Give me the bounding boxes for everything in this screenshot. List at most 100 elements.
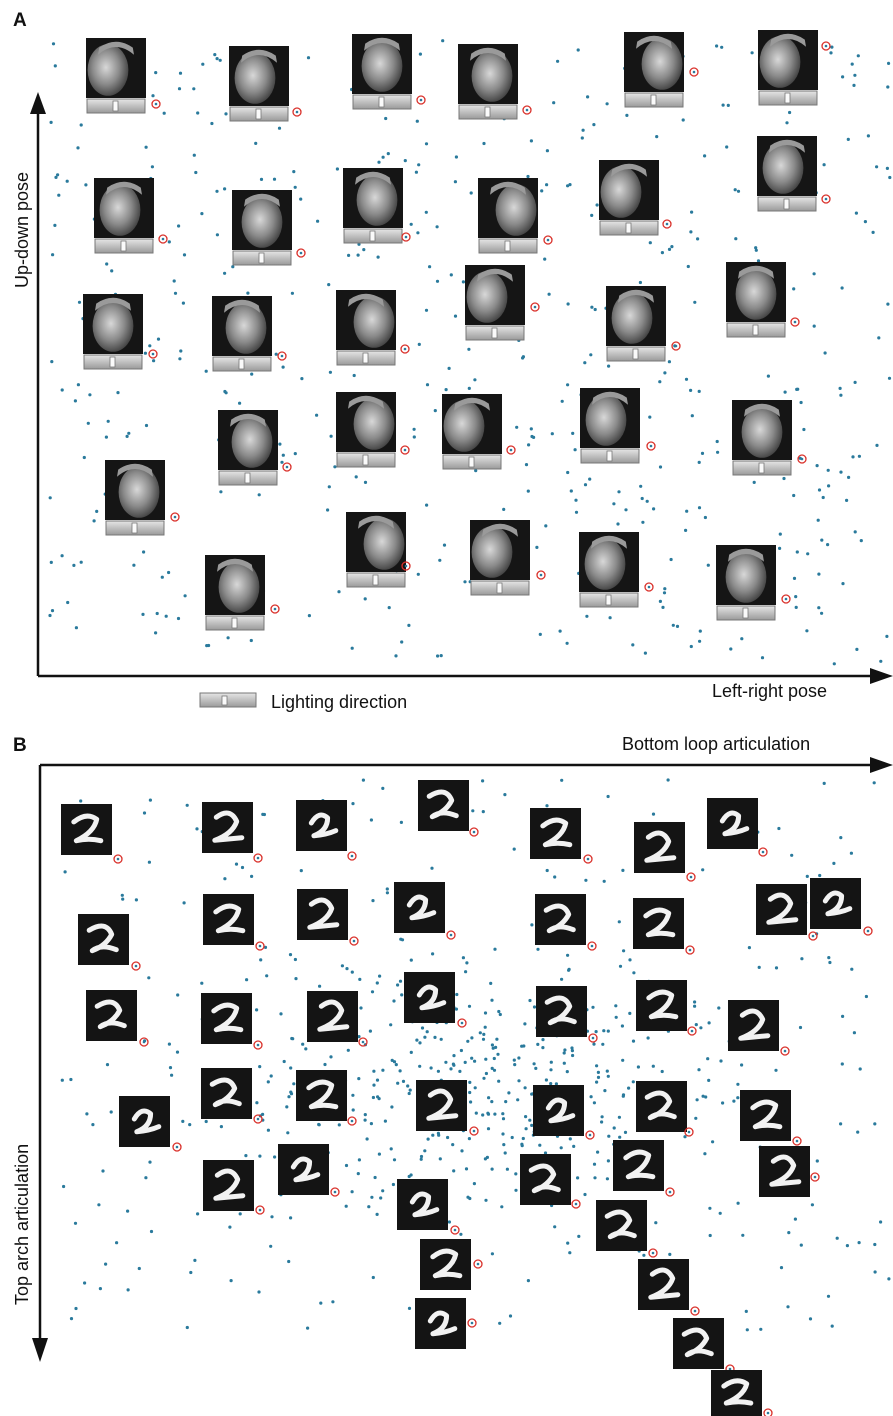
scatter-dot <box>516 1098 520 1102</box>
digit-thumbnail <box>201 993 263 1050</box>
scatter-dot <box>600 1115 604 1119</box>
scatter-dot <box>526 489 530 493</box>
sample-point <box>419 98 423 102</box>
scatter-dot <box>799 400 803 405</box>
scatter-dot <box>289 1216 293 1220</box>
face-thumbnail <box>599 160 672 236</box>
scatter-dot <box>885 166 890 170</box>
scatter-dot <box>571 431 575 435</box>
scatter-dot <box>446 1135 450 1140</box>
scatter-dot <box>170 1073 174 1077</box>
scatter-dot <box>409 958 413 962</box>
scatter-dot <box>127 431 131 435</box>
scatter-dot <box>490 1043 494 1047</box>
scatter-dot <box>449 1067 453 1071</box>
scatter-dot <box>517 1056 521 1060</box>
sample-marker <box>253 1040 263 1050</box>
scatter-dot <box>317 1122 321 1127</box>
scatter-dot <box>152 359 156 363</box>
scatter-dot <box>790 853 794 857</box>
lighting-direction-bar <box>218 470 278 486</box>
scatter-dot <box>527 443 531 447</box>
scatter-dot <box>782 476 786 481</box>
lighting-direction-bar <box>624 92 684 108</box>
scatter-dot <box>394 1063 398 1067</box>
scatter-dot <box>543 1151 548 1155</box>
scatter-dot <box>51 253 55 257</box>
sample-point <box>509 448 513 452</box>
scatter-dot <box>504 1100 508 1104</box>
scatter-dot <box>689 388 693 392</box>
scatter-dot <box>226 636 230 640</box>
scatter-dot <box>467 347 471 351</box>
scatter-dot <box>452 1063 456 1067</box>
scatter-dot <box>144 423 149 428</box>
lighting-direction-bar <box>205 615 265 631</box>
scatter-dot <box>79 799 83 803</box>
scatter-dot <box>540 189 544 193</box>
scatter-dot <box>887 1277 891 1281</box>
scatter-dot <box>358 977 362 982</box>
scatter-dot <box>224 112 228 116</box>
scatter-dot <box>148 344 152 348</box>
scatter-dot <box>205 644 209 648</box>
scatter-dot <box>414 170 418 174</box>
scatter-dot <box>526 1279 531 1283</box>
scatter-dot <box>193 1258 197 1262</box>
face-thumbnail <box>757 136 831 212</box>
sample-point <box>476 1262 480 1266</box>
scatter-dot <box>668 1252 672 1256</box>
scatter-dot <box>442 543 447 547</box>
scatter-dot <box>621 1058 625 1062</box>
face-thumbnail <box>442 394 516 470</box>
scatter-dot <box>683 1135 687 1139</box>
face-thumbnail <box>218 410 292 486</box>
scatter-dot <box>648 415 652 419</box>
panel-a-legend-label: Lighting direction <box>271 692 408 712</box>
scatter-dot <box>826 468 830 472</box>
scatter-dot <box>766 374 771 378</box>
scatter-dot <box>812 272 816 276</box>
scatter-dot <box>521 355 526 359</box>
sample-marker <box>781 594 791 604</box>
scatter-dot <box>49 560 53 565</box>
scatter-dot <box>424 142 429 146</box>
scatter-dot <box>246 291 250 295</box>
scatter-dot <box>866 134 871 138</box>
scatter-dot <box>817 488 822 492</box>
scatter-dot <box>465 961 469 965</box>
scatter-dot <box>826 1294 831 1298</box>
sample-marker <box>457 1018 467 1028</box>
scatter-dot <box>852 1031 857 1035</box>
scatter-dot <box>666 778 670 782</box>
scatter-dot <box>621 868 625 873</box>
scatter-dot <box>196 1212 200 1216</box>
face-thumbnail <box>458 44 532 120</box>
sample-point <box>256 1117 260 1121</box>
scatter-dot <box>79 560 83 564</box>
scatter-dot <box>584 878 588 882</box>
scatter-dot <box>663 371 667 375</box>
scatter-dot <box>631 1039 636 1043</box>
scatter-dot <box>847 475 851 479</box>
scatter-dot <box>142 811 147 815</box>
sample-point <box>173 515 177 519</box>
scatter-dot <box>745 1328 749 1332</box>
scatter-dot <box>472 1182 476 1186</box>
sample-marker <box>571 1199 581 1209</box>
scatter-dot <box>639 484 643 488</box>
scatter-dot <box>433 1035 437 1039</box>
face-thumbnail <box>624 32 699 108</box>
scatter-dot <box>471 809 475 813</box>
scatter-dot <box>185 803 189 807</box>
scatter-dot <box>841 582 845 586</box>
scatter-dot <box>505 1167 509 1171</box>
sample-marker <box>821 41 831 51</box>
scatter-dot <box>377 1152 381 1156</box>
scatter-dot <box>381 786 385 791</box>
sample-point <box>258 1208 262 1212</box>
scatter-dot <box>418 52 422 56</box>
sample-point <box>472 1129 476 1133</box>
sample-point <box>688 948 692 952</box>
scatter-dot <box>351 1108 355 1112</box>
